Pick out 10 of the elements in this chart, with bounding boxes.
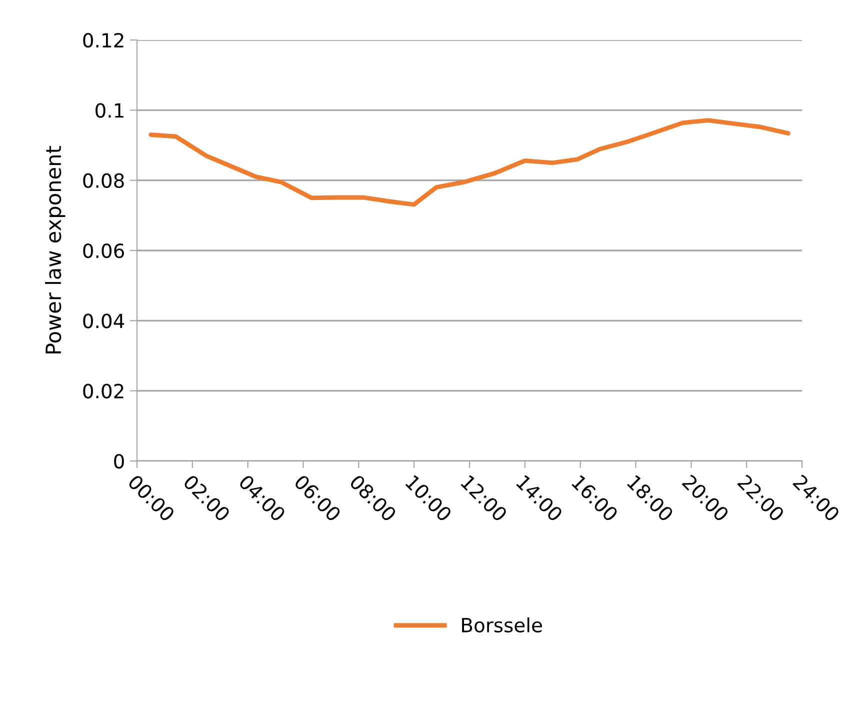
y-tick-label: 0.06 <box>83 243 124 258</box>
y-tick-label: 0.04 <box>83 314 124 328</box>
y-tick-label: 0.12 <box>83 32 124 48</box>
y-axis-title: Power law exponent <box>45 146 66 354</box>
y-tick-label: 0 <box>114 454 124 469</box>
y-tick-label: 0.02 <box>83 384 124 398</box>
y-tick-label: 0.1 <box>96 103 124 118</box>
line-series <box>148 118 790 207</box>
legend-label: Borssele <box>462 617 542 632</box>
y-tick-label: 0.08 <box>83 173 124 188</box>
